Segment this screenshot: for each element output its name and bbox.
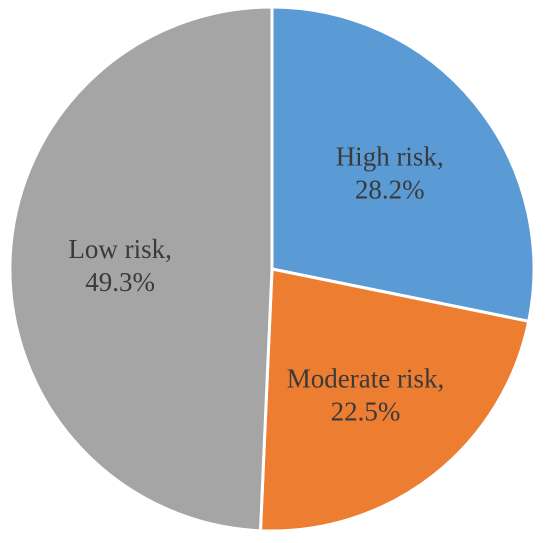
data-label-category: Moderate risk,	[287, 363, 444, 393]
slice-low-risk	[8, 5, 274, 533]
slice-moderate-risk	[258, 267, 531, 533]
data-label-moderate-risk: Moderate risk, 22.5%	[287, 363, 444, 426]
data-label-value: 28.2%	[355, 174, 425, 204]
data-label-low-risk: Low risk, 49.3%	[68, 234, 172, 297]
data-label-category: High risk,	[336, 141, 444, 171]
data-label-category: Low risk,	[68, 234, 172, 264]
data-label-value: 22.5%	[331, 396, 401, 426]
slice-high-risk	[270, 5, 536, 323]
slices-layer	[8, 5, 536, 533]
labels-layer: High risk, 28.2% Moderate risk, 22.5% Low ri…	[68, 141, 444, 426]
data-label-value: 49.3%	[85, 267, 155, 297]
data-label-high-risk: High risk, 28.2%	[336, 141, 444, 204]
